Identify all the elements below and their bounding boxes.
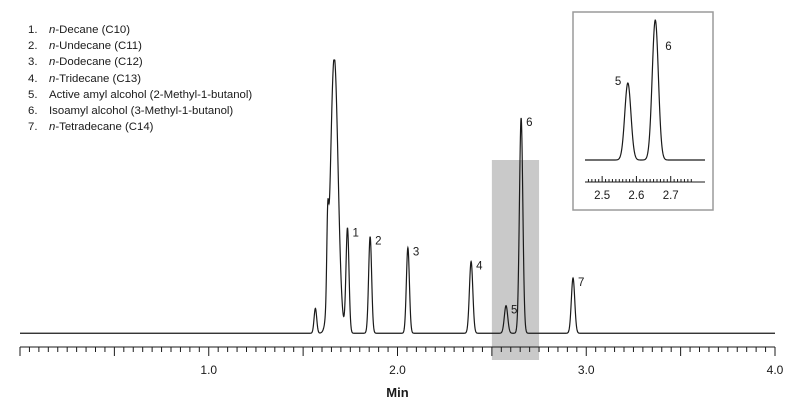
legend-item: 5. Active amyl alcohol (2-Methyl-1-butano… bbox=[28, 87, 252, 103]
legend-item-number: 3. bbox=[28, 56, 38, 69]
legend-item-number: 4. bbox=[28, 72, 38, 85]
legend-item-prefix: n bbox=[49, 24, 56, 36]
x-tick-label: 3.0 bbox=[578, 363, 595, 377]
legend-item: 2. n-Undecane (C11) bbox=[28, 38, 252, 54]
x-tick-label: 4.0 bbox=[767, 363, 784, 377]
highlight-region bbox=[491, 160, 540, 360]
inset-peak-label: 6 bbox=[665, 41, 671, 53]
inset-tick-label: 2.7 bbox=[663, 190, 679, 202]
x-tick-label: 2.0 bbox=[389, 363, 406, 377]
legend-item-prefix: n bbox=[49, 121, 56, 134]
legend-item-label: Active amyl alcohol (2-Methyl-1-butanol) bbox=[49, 87, 252, 103]
legend-item-prefix: n bbox=[49, 40, 56, 53]
inset-trace bbox=[585, 19, 705, 161]
inset-zoom-chart: 56 2.5 2.6 2.7 bbox=[572, 11, 714, 211]
legend-item: 3. n-Dodecane (C12) bbox=[28, 54, 252, 70]
chromatogram-trace bbox=[20, 59, 775, 334]
x-tick-label: 1.0 bbox=[200, 363, 217, 377]
legend-item-number: 1. bbox=[28, 24, 38, 36]
inset-frame bbox=[572, 11, 714, 211]
legend-item-text: Isoamyl alcohol (3-Methyl-1-butanol) bbox=[49, 105, 234, 118]
legend-item-text: -Dodecane (C12) bbox=[55, 56, 143, 69]
legend-item-number: 7. bbox=[28, 121, 38, 134]
legend-item-number: 6. bbox=[28, 105, 38, 118]
x-axis-label: Min bbox=[386, 385, 408, 400]
peak-label: 3 bbox=[413, 247, 419, 259]
inset-peak-labels: 56 bbox=[615, 41, 672, 88]
inset-peak-label: 5 bbox=[615, 76, 621, 88]
legend-item-label: Isoamyl alcohol (3-Methyl-1-butanol) bbox=[49, 103, 233, 119]
peak-label: 5 bbox=[511, 305, 517, 317]
legend-item: 7. n-Tetradecane (C14) bbox=[28, 119, 252, 135]
inset-tick-label: 2.6 bbox=[628, 190, 644, 202]
legend-item-prefix: n bbox=[49, 56, 56, 69]
legend-item-text: -Tridecane (C13) bbox=[55, 72, 142, 85]
legend-item-label: n-Decane (C10) bbox=[49, 22, 130, 38]
legend-item-number: 5. bbox=[28, 88, 38, 101]
peak-label: 1 bbox=[352, 227, 358, 239]
legend-item-text: -Undecane (C11) bbox=[55, 40, 142, 53]
legend-item: 1. n-Decane (C10) bbox=[28, 22, 252, 38]
peak-label: 7 bbox=[578, 277, 584, 289]
legend-item-text: Active amyl alcohol (2-Methyl-1-butanol) bbox=[49, 88, 253, 101]
x-axis-ticks: 1.0 2.0 3.0 4.0 bbox=[19, 347, 784, 377]
inset-x-axis-ticks: 2.5 2.6 2.7 bbox=[587, 176, 692, 202]
peak-label: 4 bbox=[476, 260, 483, 272]
legend-item-label: n-Tridecane (C13) bbox=[49, 71, 141, 87]
legend-item: 6. Isoamyl alcohol (3-Methyl-1-butanol) bbox=[28, 103, 252, 119]
chart-legend: 1. n-Decane (C10) 2. n-Undecane (C11) 3. n-Do… bbox=[28, 22, 252, 135]
legend-item-text: -Decane (C10) bbox=[55, 24, 131, 36]
inset-tick-label: 2.5 bbox=[594, 190, 610, 202]
legend-item-text: -Tetradecane (C14) bbox=[55, 121, 154, 134]
peak-label: 2 bbox=[375, 236, 381, 248]
peak-label: 6 bbox=[526, 117, 532, 129]
peak-labels: 1 2 3 4 5 6 7 bbox=[352, 117, 584, 317]
legend-item-prefix: n bbox=[49, 72, 56, 85]
legend-item: 4. n-Tridecane (C13) bbox=[28, 71, 252, 87]
legend-item-number: 2. bbox=[28, 40, 38, 53]
legend-item-label: n-Tetradecane (C14) bbox=[49, 119, 153, 135]
legend-item-label: n-Undecane (C11) bbox=[49, 38, 142, 54]
legend-item-label: n-Dodecane (C12) bbox=[49, 54, 143, 70]
